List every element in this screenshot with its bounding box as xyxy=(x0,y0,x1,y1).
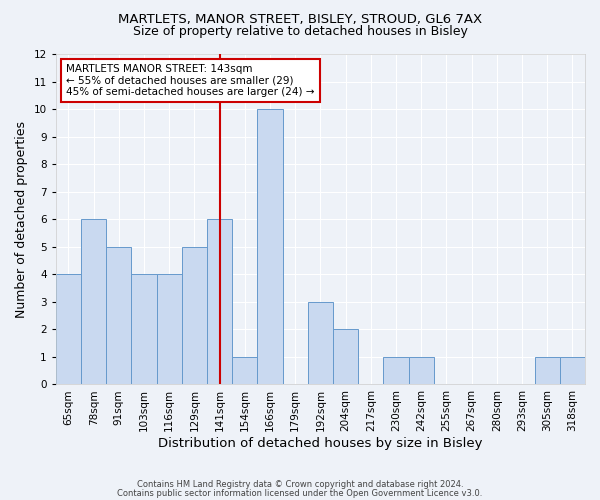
Bar xyxy=(56,274,81,384)
Bar xyxy=(257,109,283,384)
Bar xyxy=(131,274,157,384)
Bar xyxy=(383,357,409,384)
Bar xyxy=(560,357,585,384)
Bar xyxy=(308,302,333,384)
Bar xyxy=(232,357,257,384)
Text: MARTLETS MANOR STREET: 143sqm
← 55% of detached houses are smaller (29)
45% of s: MARTLETS MANOR STREET: 143sqm ← 55% of d… xyxy=(67,64,315,97)
Bar xyxy=(535,357,560,384)
Bar xyxy=(409,357,434,384)
Y-axis label: Number of detached properties: Number of detached properties xyxy=(15,120,28,318)
Text: Size of property relative to detached houses in Bisley: Size of property relative to detached ho… xyxy=(133,25,467,38)
Bar xyxy=(106,247,131,384)
Bar xyxy=(182,247,207,384)
Text: Contains HM Land Registry data © Crown copyright and database right 2024.: Contains HM Land Registry data © Crown c… xyxy=(137,480,463,489)
X-axis label: Distribution of detached houses by size in Bisley: Distribution of detached houses by size … xyxy=(158,437,482,450)
Text: Contains public sector information licensed under the Open Government Licence v3: Contains public sector information licen… xyxy=(118,488,482,498)
Bar xyxy=(333,330,358,384)
Bar xyxy=(207,219,232,384)
Bar xyxy=(157,274,182,384)
Text: MARTLETS, MANOR STREET, BISLEY, STROUD, GL6 7AX: MARTLETS, MANOR STREET, BISLEY, STROUD, … xyxy=(118,12,482,26)
Bar xyxy=(81,219,106,384)
